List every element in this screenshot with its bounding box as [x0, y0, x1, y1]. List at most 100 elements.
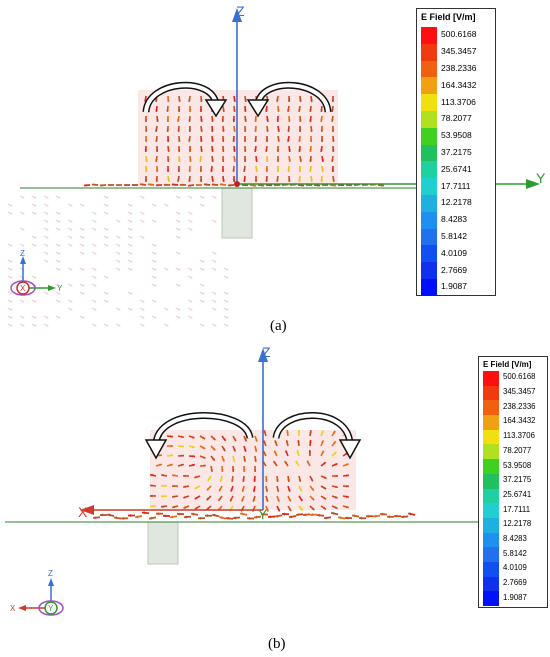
field-arrow-head [230, 498, 233, 502]
field-arrow-head [233, 99, 236, 102]
field-arrow-head [276, 119, 280, 122]
legend-value-label: 12.2178 [503, 519, 532, 529]
faint-arrow-head [153, 220, 157, 223]
field-arrow-head [145, 159, 148, 162]
faint-arrow-head [177, 308, 181, 311]
faint-arrow-head [69, 236, 73, 239]
base-arrow-head [401, 515, 404, 519]
base-arrow-head [132, 183, 135, 187]
field-arrow-head [298, 169, 302, 172]
field-arrow-head [202, 456, 206, 459]
faint-arrow-head [141, 212, 145, 215]
caption-a: (a) [270, 318, 287, 334]
field-arrow-head [297, 440, 300, 443]
faint-arrow-head [153, 276, 157, 279]
faint-arrow-head [201, 284, 205, 287]
field-arrow-head [320, 179, 324, 182]
legend-color-segment [483, 429, 499, 445]
field-arrow-head [233, 109, 236, 112]
base-arrow-head [408, 512, 412, 516]
field-arrow-head [155, 179, 159, 182]
field-arrow-head [243, 449, 247, 452]
field-arrow-head [254, 119, 257, 122]
faint-arrow-head [81, 284, 85, 287]
faint-arrow-head [45, 212, 49, 215]
faint-arrow-head [189, 276, 193, 279]
base-arrow-head [289, 515, 293, 519]
base-arrow-head [164, 183, 167, 187]
faint-arrow-head [141, 316, 145, 319]
ground-block-b [147, 521, 179, 565]
faint-arrow-head [9, 212, 13, 215]
field-arrow-head [243, 109, 247, 112]
faint-arrow-head [105, 228, 109, 231]
field-arrow-head [200, 149, 203, 152]
base-arrow-head [317, 513, 320, 517]
faint-arrow-head [105, 204, 109, 207]
field-arrow-head [254, 179, 258, 182]
field-arrow-head [144, 179, 148, 182]
field-arrow-head [309, 159, 312, 162]
faint-arrow-head [225, 308, 229, 311]
field-arrow-head [276, 179, 279, 182]
faint-arrow-head [177, 212, 181, 215]
field-arrow-head [321, 450, 324, 454]
base-arrow-head [128, 514, 131, 518]
faint-arrow-head [57, 316, 61, 319]
field-arrow-head [323, 496, 327, 500]
faint-arrow-head [105, 324, 109, 327]
faint-arrow-head [129, 212, 133, 215]
faint-arrow-head [81, 244, 85, 247]
field-arrow-head [150, 505, 153, 508]
faint-arrow-head [45, 252, 49, 255]
base-arrow-head [212, 183, 215, 186]
base-arrow-head [84, 184, 87, 187]
faint-arrow-head [45, 316, 49, 319]
field-arrow-head [273, 461, 277, 464]
field-arrows-a [144, 95, 335, 183]
legend-value-label: 2.7669 [441, 264, 467, 275]
faint-arrow-head [93, 252, 97, 255]
legend-value-label: 238.2336 [441, 63, 477, 73]
faint-arrow-head [177, 316, 181, 319]
y-axis-label-a: Y [536, 170, 546, 186]
base-arrow-head [226, 516, 229, 520]
field-arrow-head [159, 463, 162, 467]
faint-arrow-head [33, 196, 37, 199]
field-arrow-head [295, 460, 299, 464]
field-arrow-head [265, 489, 268, 492]
base-arrow-head [220, 183, 223, 186]
base-arrow-head [188, 184, 191, 187]
faint-arrow-head [177, 196, 181, 199]
field-arrow-head [243, 169, 246, 172]
faint-arrow-head [129, 268, 133, 271]
field-arrow-head [150, 494, 153, 498]
field-arrow-head [296, 450, 300, 453]
legend-value-label: 37.2175 [503, 475, 532, 485]
faint-arrow-head [57, 244, 61, 247]
field-arrow-head [199, 109, 203, 112]
faint-arrow-head [81, 228, 85, 231]
legend-color-segment [421, 278, 437, 296]
faint-arrow-head [57, 292, 61, 295]
field-arrow-head [274, 440, 278, 443]
base-arrow-head [261, 512, 264, 516]
legend-value-label: 4.0109 [441, 247, 467, 258]
field-arrow-head [161, 494, 164, 498]
faint-arrow-head [201, 268, 205, 271]
field-arrow-head [243, 139, 247, 142]
field-arrow-head [309, 169, 312, 172]
legend-value-label: 17.7111 [503, 504, 531, 514]
faint-arrow-head [69, 308, 73, 311]
field-arrow-head [299, 159, 302, 162]
field-arrow-head [243, 129, 247, 132]
legend-value-label: 78.2077 [503, 445, 532, 455]
field-arrow-head [177, 169, 181, 172]
faint-arrow-head [213, 196, 217, 199]
legend-color-segment [421, 194, 437, 212]
base-arrow-head [296, 513, 300, 517]
field-arrow-head [172, 484, 175, 488]
base-arrow-head [303, 513, 306, 517]
faint-arrow-head [45, 324, 49, 327]
legend-value-label: 5.8142 [503, 548, 527, 558]
